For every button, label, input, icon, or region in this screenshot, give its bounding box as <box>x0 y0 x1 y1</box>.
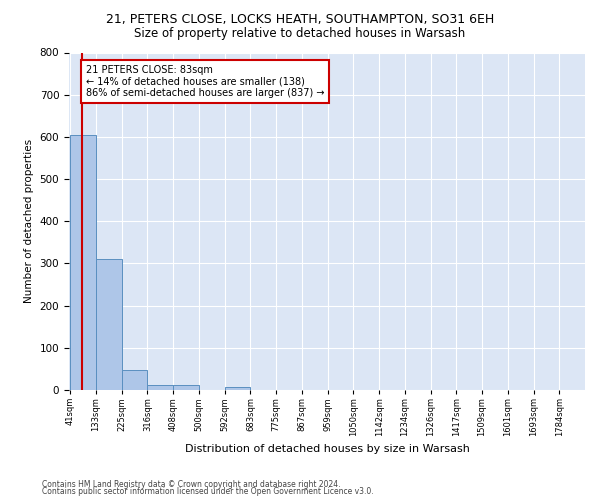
Bar <box>225 386 250 390</box>
Text: Contains HM Land Registry data © Crown copyright and database right 2024.: Contains HM Land Registry data © Crown c… <box>42 480 341 489</box>
Bar <box>148 386 173 390</box>
Text: 21 PETERS CLOSE: 83sqm
← 14% of detached houses are smaller (138)
86% of semi-de: 21 PETERS CLOSE: 83sqm ← 14% of detached… <box>86 65 325 98</box>
Y-axis label: Number of detached properties: Number of detached properties <box>24 139 34 304</box>
Text: 21, PETERS CLOSE, LOCKS HEATH, SOUTHAMPTON, SO31 6EH: 21, PETERS CLOSE, LOCKS HEATH, SOUTHAMPT… <box>106 12 494 26</box>
X-axis label: Distribution of detached houses by size in Warsash: Distribution of detached houses by size … <box>185 444 469 454</box>
Bar <box>96 259 122 390</box>
Bar <box>173 384 199 390</box>
Bar <box>70 135 96 390</box>
Text: Contains public sector information licensed under the Open Government Licence v3: Contains public sector information licen… <box>42 488 374 496</box>
Bar <box>122 370 148 390</box>
Text: Size of property relative to detached houses in Warsash: Size of property relative to detached ho… <box>134 28 466 40</box>
